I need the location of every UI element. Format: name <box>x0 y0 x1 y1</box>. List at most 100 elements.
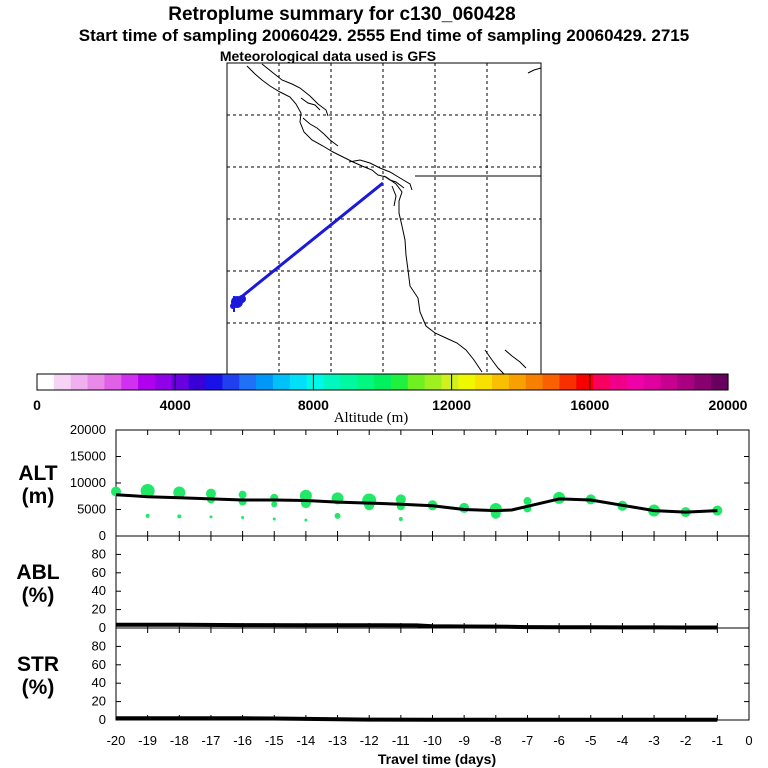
altitude-dot <box>272 517 276 521</box>
colorbar-swatch <box>138 374 156 390</box>
panel-abl: 0 20 40 60 80 ABL(%) <box>16 535 750 635</box>
colorbar-swatch <box>87 374 106 390</box>
y-tick-label: 15000 <box>70 449 106 464</box>
panel-frame <box>115 535 750 629</box>
colorbar-swatch <box>441 374 459 390</box>
x-tick-label: -20 <box>107 733 126 748</box>
x-tick-label: -10 <box>423 733 442 748</box>
altitude-dot <box>395 494 406 505</box>
x-tick-label: -14 <box>297 733 316 748</box>
series-line <box>116 622 718 630</box>
colorbar-swatch <box>154 374 173 390</box>
altitude-dot <box>177 514 182 519</box>
y-tick-label: 60 <box>92 657 106 672</box>
x-tick-label: -16 <box>233 733 252 748</box>
y-tick-label: 0 <box>99 528 106 543</box>
colorbar-tick-label: 0 <box>33 397 41 413</box>
colorbar-tick-label: 12000 <box>432 397 471 413</box>
colorbar-swatch <box>357 374 375 390</box>
x-tick-label: -3 <box>648 733 660 748</box>
altitude-dot <box>238 490 247 499</box>
panel-unit: (m) <box>22 485 55 508</box>
colorbar-swatch <box>256 374 274 390</box>
y-tick-label: 40 <box>92 675 106 690</box>
x-axis-label: Travel time (days) <box>378 751 496 767</box>
colorbar-swatch <box>70 374 89 390</box>
map-panel <box>226 62 542 375</box>
colorbar-tick-label: 8000 <box>298 397 329 413</box>
altitude-dot <box>173 486 186 499</box>
colorbar-swatch <box>340 374 358 390</box>
colorbar-swatch <box>458 374 476 390</box>
x-tick-label: -2 <box>680 733 692 748</box>
x-tick-label: -9 <box>458 733 470 748</box>
panel-alt: 0 5000 10000 15000 20000 ALT(m) <box>18 422 750 543</box>
colorbar-ticks: 0 4000 8000 12000 16000 20000 <box>33 374 748 413</box>
colorbar-swatch <box>121 374 139 390</box>
y-tick-label: 80 <box>92 546 106 561</box>
panel-str: 0 20 40 60 80 STR(%) <box>17 627 750 727</box>
altitude-dot <box>145 513 150 518</box>
altitude-dot <box>304 518 308 522</box>
colorbar-swatch <box>390 374 409 390</box>
x-tick-label: -6 <box>553 733 565 748</box>
colorbar-swatch <box>424 374 443 390</box>
colorbar-swatch <box>407 374 426 390</box>
x-tick-label: -17 <box>202 733 221 748</box>
colorbar-label: Altitude (m) <box>334 410 409 426</box>
x-tick-label: -12 <box>360 733 379 748</box>
y-tick-label: 60 <box>92 565 106 580</box>
y-tick-label: 5000 <box>77 502 106 517</box>
colorbar-swatch <box>104 374 122 390</box>
colorbar-swatch <box>323 374 341 390</box>
colorbar-swatch <box>289 374 308 390</box>
trajectory-track <box>234 181 384 304</box>
colorbar-swatch <box>525 374 544 390</box>
colorbar-swatch <box>374 374 392 390</box>
x-tick-label: -18 <box>170 733 189 748</box>
colorbar-swatch <box>643 374 662 390</box>
x-tick-label: -11 <box>392 733 410 748</box>
colorbar-swatch <box>542 374 561 390</box>
altitude-dot <box>209 515 213 519</box>
altitude-dot <box>398 517 403 522</box>
colorbar-swatch <box>53 374 72 390</box>
colorbar-frame <box>36 373 729 391</box>
colorbar-swatch <box>37 374 55 390</box>
x-tick-label: -4 <box>617 733 629 748</box>
colorbar-swatch <box>239 374 257 390</box>
y-tick-label: 20 <box>92 602 106 617</box>
colorbar-tick-label: 16000 <box>570 397 609 413</box>
chart-panels: 05000100001500020000ALT(m)020406080ABL(%… <box>16 422 752 748</box>
colorbar-swatch <box>205 374 223 390</box>
colorbar-swatch <box>475 374 493 390</box>
x-tick-label: 0 <box>745 733 752 748</box>
altitude-dot <box>140 483 155 498</box>
colorbar-swatch <box>576 374 594 390</box>
met-data-note: Meteorological data used is GFS <box>220 48 436 64</box>
colorbar-tick-label: 4000 <box>160 397 191 413</box>
colorbar-swatch <box>492 374 510 390</box>
page-title: Retroplume summary for c130_060428 <box>168 4 515 25</box>
panel-unit: (%) <box>22 584 55 607</box>
sampling-times: Start time of sampling 20060429. 2555 En… <box>79 26 689 45</box>
colorbar-swatches <box>37 374 729 390</box>
colorbar-swatch <box>626 374 645 390</box>
colorbar-swatch <box>660 374 679 390</box>
y-tick-label: 80 <box>92 638 106 653</box>
y-tick-label: 40 <box>92 583 106 598</box>
map-gridlines <box>227 63 541 374</box>
x-tick-label: -8 <box>490 733 502 748</box>
x-tick-label: -7 <box>522 733 534 748</box>
colorbar-swatch <box>694 374 712 390</box>
colorbar-swatch <box>508 374 527 390</box>
x-tick-label: -1 <box>712 733 724 748</box>
coastline <box>246 63 542 375</box>
panel-frame <box>115 429 750 537</box>
altitude-dot <box>299 489 312 502</box>
series-line <box>116 716 718 722</box>
x-tick-label: -5 <box>585 733 597 748</box>
colorbar-swatch <box>593 374 611 390</box>
y-tick-label: 10000 <box>70 475 106 490</box>
